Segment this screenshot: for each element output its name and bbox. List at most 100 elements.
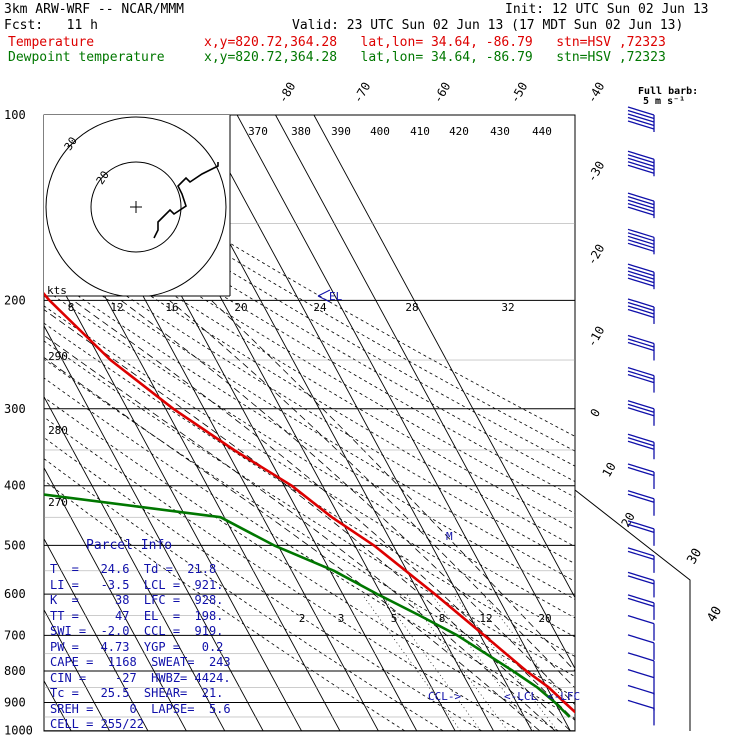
- parcel-info-title: Parcel Info: [86, 538, 173, 553]
- wind-barb-flag: [627, 228, 655, 238]
- pressure-tick-label: 500: [4, 538, 26, 552]
- hodograph-axis-label: 12: [110, 301, 123, 314]
- theta-label: 370: [248, 125, 268, 138]
- wind-barb-flag: [627, 298, 655, 308]
- parcel-row-sreh: SREH = 0 LAPSE= 5.6: [50, 701, 231, 716]
- isotherm-line: [236, 115, 571, 731]
- hodograph-background: [44, 115, 230, 296]
- isotherm-label: 30: [684, 546, 705, 567]
- isotherm-label: -40: [584, 80, 607, 106]
- hodograph-axis-label: 28: [405, 301, 418, 314]
- hodograph-rings: [45, 116, 227, 296]
- isotherm-label: -50: [507, 80, 530, 106]
- valid-time: Valid: 23 UTC Sun 02 Jun 13 (17 MDT Sun …: [292, 18, 684, 33]
- mixing-ratio-label: 8: [439, 612, 446, 625]
- wind-barb-flag: [627, 113, 655, 123]
- parcel-row-cin: CIN = -27 HWBZ= 4424.: [50, 670, 231, 685]
- moist-adiabat-line: [211, 300, 575, 672]
- wind-barb-flag: [627, 150, 655, 160]
- pressure-tick-label: 400: [4, 479, 26, 493]
- mixing-ratio-line: [361, 593, 461, 731]
- theta-left-label: 270: [48, 496, 68, 509]
- wind-barb-flag: [627, 634, 655, 644]
- wind-barb-flag: [627, 274, 655, 284]
- lfc-marker-label: <-LFC: [547, 690, 580, 703]
- wind-barb-flag: [627, 341, 655, 352]
- theta-left-label: 280: [48, 424, 68, 437]
- wind-barb-flag: [627, 400, 655, 410]
- isotherm-label: 10: [599, 460, 618, 480]
- hodograph-ring: [90, 161, 182, 253]
- pressure-tick-label: 800: [4, 664, 26, 678]
- wind-barb-flag: [627, 370, 655, 380]
- isotherm-label: -10: [584, 324, 607, 350]
- moist-adiabat-line: [44, 334, 556, 731]
- dewpoint-location: x,y=820.72,364.28 lat,lon= 34.64, -86.79…: [204, 50, 666, 65]
- mixing-ratio-label: 2: [299, 612, 306, 625]
- ccl-marker-label: CCL->: [428, 690, 461, 703]
- pressure-tick-label: 600: [4, 587, 26, 601]
- wind-barb-flag: [627, 192, 655, 202]
- wind-barb-flag: [627, 270, 655, 280]
- wind-barb-flag: [627, 161, 655, 171]
- barb-legend-unit: 5 m s⁻¹: [643, 96, 685, 107]
- wind-barb-flag: [627, 571, 655, 582]
- wind-barb-flag: [627, 109, 655, 120]
- hodograph-ring-label: 20: [94, 169, 112, 187]
- el-arrow-icon: [317, 289, 331, 303]
- wind-barb-flag: [627, 366, 655, 377]
- wind-barb-flag: [627, 437, 655, 447]
- parcel-row-swi: SWI = -2.0 CCL = 919.: [50, 624, 224, 638]
- hodograph-ring: [45, 116, 227, 296]
- pressure-tick-label: 1000: [4, 724, 33, 738]
- wind-barb-flag: [627, 699, 655, 710]
- mixing-ratio-label: 20: [538, 612, 551, 625]
- hodograph-ring-label: 30: [62, 135, 80, 153]
- temperature-legend-label: Temperature: [8, 35, 95, 50]
- wind-barb-flag: [627, 407, 655, 417]
- wind-barb-flag: [627, 373, 655, 384]
- wind-barb-flag: [627, 203, 655, 213]
- init-time: Init: 12 UTC Sun 02 Jun 13: [505, 2, 709, 17]
- wind-barb-flag: [627, 433, 655, 443]
- parcel-row-lifted-index: LI = -3.5 LCL = 921.: [50, 577, 224, 592]
- wind-barb-flag: [627, 575, 655, 585]
- wind-barb-flag: [627, 550, 655, 560]
- temperature-profile-line: [44, 292, 575, 714]
- parcel-row-precipitable-water: PW = 4.73 YGP = 0.2: [50, 639, 224, 654]
- wind-barb-flag: [627, 669, 655, 679]
- parcel-row-k-index: K = 38 LFC = 928.: [50, 593, 224, 607]
- parcel-row-tc: Tc = 25.5 SHEAR= 21.: [50, 686, 224, 700]
- pressure-tick-label: 100: [4, 108, 26, 122]
- wind-barb-flag: [627, 232, 655, 242]
- parcel-row-temperature: T = 24.6 Td = 21.8: [50, 562, 217, 576]
- wind-barb-flag: [627, 493, 655, 503]
- wind-barb-flag: [627, 547, 655, 557]
- pressure-tick-label: 900: [4, 696, 26, 710]
- wind-barb-flag: [627, 463, 655, 473]
- mixing-ratio-label: 3: [338, 612, 345, 625]
- wind-barb-flag: [627, 157, 655, 167]
- isotherm-line: [275, 115, 575, 670]
- wind-barb-flag: [627, 615, 655, 625]
- wind-barb-flag: [627, 520, 655, 530]
- wind-barb-flag: [627, 308, 655, 319]
- hodograph-axis-label: 32: [501, 301, 514, 314]
- wind-barb-flag: [627, 594, 655, 604]
- isotherm-label: -20: [584, 242, 607, 268]
- theta-label: 430: [490, 125, 510, 138]
- lcl-marker-label: <-LCL: [504, 690, 537, 703]
- wind-barb-flag: [627, 199, 655, 209]
- wind-barb-flag: [627, 263, 655, 273]
- hodograph-unit-label: kts: [47, 284, 67, 297]
- pressure-tick-label: 300: [4, 402, 26, 416]
- temperature-location: x,y=820.72,364.28 lat,lon= 34.64, -86.79…: [204, 35, 666, 50]
- isotherm-label: -30: [584, 159, 607, 185]
- model-label: 3km ARW-WRF -- NCAR/MMM: [4, 2, 185, 17]
- wind-barb-flag: [627, 334, 655, 345]
- theta-label: 420: [449, 125, 469, 138]
- isotherm-label: -60: [430, 80, 453, 106]
- wind-barb-flag: [627, 490, 655, 500]
- hodograph-axis-label: 16: [165, 301, 178, 314]
- parcel-row-total-totals: TT = 47 EL = 198.: [50, 608, 224, 623]
